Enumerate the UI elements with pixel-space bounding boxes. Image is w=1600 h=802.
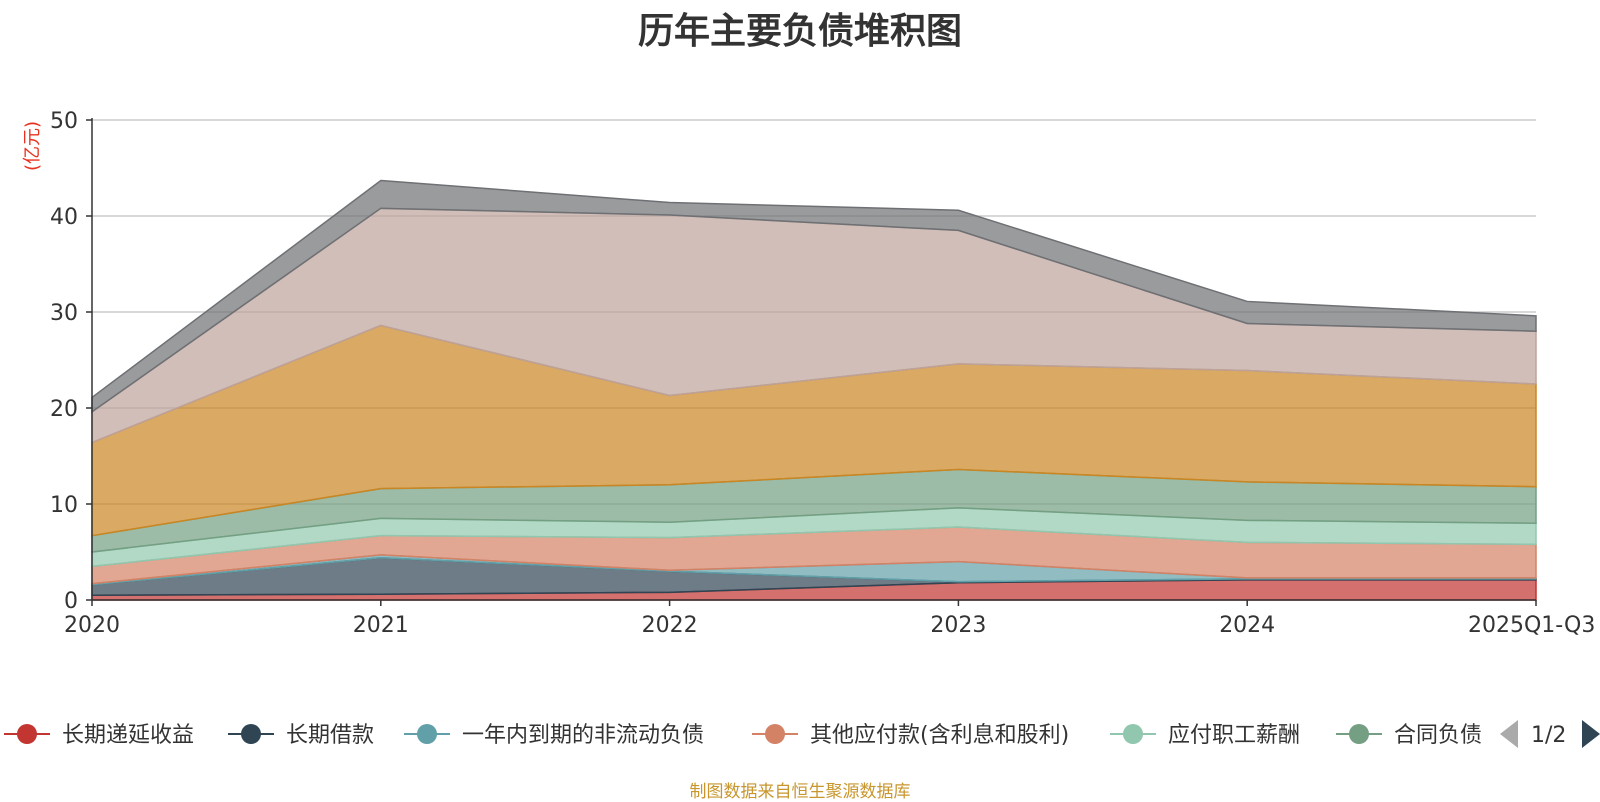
x-tick-label: 2021	[353, 613, 409, 638]
y-tick-label: 40	[50, 205, 78, 230]
legend-item-5[interactable]: 合同负债	[1336, 723, 1482, 748]
source-note: 制图数据来自恒生聚源数据库	[689, 782, 911, 802]
legend-marker	[417, 724, 437, 744]
legend-label: 合同负债	[1394, 723, 1482, 748]
legend-marker	[1349, 724, 1369, 744]
legend-label: 其他应付款(含利息和股利)	[810, 723, 1069, 748]
y-tick-label: 0	[64, 589, 78, 614]
x-tick-label: 2020	[64, 613, 120, 638]
legend-item-4[interactable]: 应付职工薪酬	[1110, 723, 1300, 748]
legend-prev-page-icon[interactable]	[1500, 720, 1518, 748]
area-series-8[interactable]	[91, 179, 1537, 414]
legend-marker	[765, 724, 785, 744]
legend-label: 长期借款	[286, 723, 374, 748]
legend-item-0[interactable]: 长期递延收益	[4, 723, 194, 748]
legend-marker	[1123, 724, 1143, 744]
legend-label: 应付职工薪酬	[1168, 723, 1300, 748]
x-tick-label: 2025Q1-Q3	[1468, 613, 1595, 638]
y-unit-label: (亿元)	[22, 121, 43, 171]
x-tick-label: 2022	[642, 613, 698, 638]
x-tick-label: 2024	[1219, 613, 1275, 638]
legend-item-2[interactable]: 一年内到期的非流动负债	[404, 723, 704, 748]
y-tick-label: 50	[50, 109, 78, 134]
y-tick-label: 20	[50, 397, 78, 422]
chart-title: 历年主要负债堆积图	[637, 11, 962, 52]
y-tick-label: 30	[50, 301, 78, 326]
legend-marker	[241, 724, 261, 744]
legend-label: 长期递延收益	[62, 723, 194, 748]
legend-label: 一年内到期的非流动负债	[462, 723, 704, 748]
legend-next-page-icon[interactable]	[1582, 720, 1600, 748]
legend-item-3[interactable]: 其他应付款(含利息和股利)	[752, 723, 1069, 748]
legend-marker	[17, 724, 37, 744]
x-tick-label: 2023	[930, 613, 986, 638]
legend-item-1[interactable]: 长期借款	[228, 723, 374, 748]
y-tick-label: 10	[50, 493, 78, 518]
legend-page-indicator: 1/2	[1531, 723, 1566, 748]
